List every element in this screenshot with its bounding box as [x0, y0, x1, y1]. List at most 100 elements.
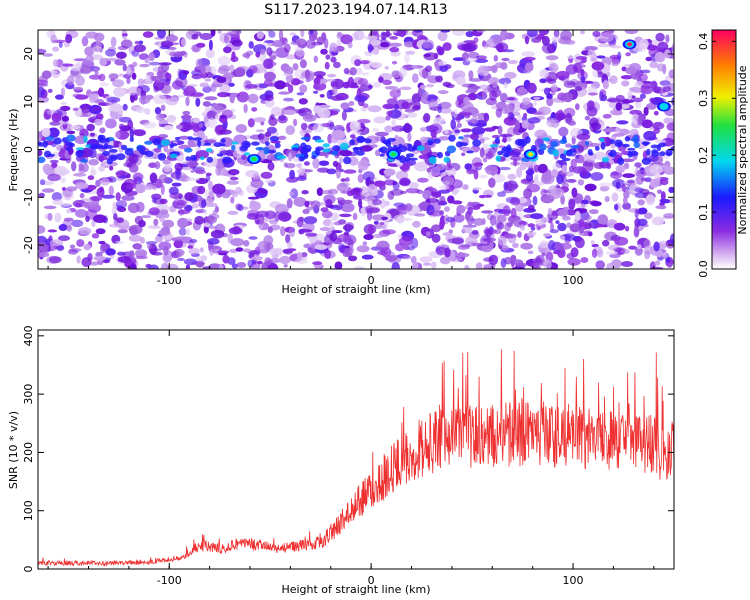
heatmap-cell — [623, 196, 628, 205]
heatmap-cell — [140, 215, 152, 219]
heatmap-cell — [482, 157, 488, 163]
snr-ytick-label: 100 — [22, 500, 35, 521]
heatmap-cell — [429, 210, 444, 217]
heatmap-cell — [655, 205, 666, 210]
heatmap-cell — [638, 207, 648, 215]
heatmap-cell — [622, 173, 635, 179]
heatmap-cell — [669, 198, 674, 204]
heatmap-cell — [400, 190, 407, 194]
heatmap-cell — [455, 76, 466, 86]
heatmap-cell — [652, 121, 665, 130]
heatmap-cell — [584, 183, 597, 192]
heatmap-cell — [493, 55, 498, 62]
heatmap-cell — [615, 181, 621, 190]
heatmap-cell — [372, 199, 382, 206]
heatmap-cell — [540, 188, 547, 197]
heatmap-cell — [98, 165, 105, 172]
heatmap-cell — [577, 70, 588, 81]
heatmap-cell — [110, 36, 117, 48]
heatmap-band-cell — [115, 153, 126, 161]
heatmap-cell — [533, 164, 540, 173]
heatmap-cell — [543, 233, 551, 237]
heatmap-cell — [481, 210, 494, 214]
heatmap-cell — [165, 97, 179, 106]
heatmap-cell — [477, 65, 489, 76]
heatmap-cell — [72, 107, 79, 112]
heatmap-cell — [348, 101, 355, 106]
heatmap-cell — [372, 45, 380, 55]
heatmap-cell — [51, 112, 62, 123]
heatmap-cell — [312, 158, 320, 169]
heatmap-cell — [475, 123, 487, 127]
heatmap-band-cell — [506, 144, 512, 152]
heatmap-cell — [391, 70, 401, 79]
heatmap-cell — [314, 244, 328, 250]
heatmap-cell — [587, 49, 594, 58]
heatmap-cell — [47, 127, 60, 138]
heatmap-cell — [402, 255, 412, 260]
heatmap-cell — [659, 80, 671, 86]
heatmap-cell — [81, 36, 89, 47]
heatmap-cell — [649, 178, 660, 188]
heatmap-cell — [256, 31, 264, 40]
heatmap-band-cell — [472, 139, 481, 147]
heatmap-cell — [385, 255, 398, 262]
heatmap-cell — [270, 106, 282, 117]
heatmap-cell — [290, 188, 299, 199]
heatmap-band-cell — [356, 135, 365, 144]
heatmap-cell — [380, 247, 392, 257]
heatmap-cell — [201, 112, 207, 117]
heatmap-band-cell — [559, 153, 567, 160]
heatmap-cell — [366, 207, 380, 214]
heatmap-cell — [222, 254, 230, 264]
heatmap-cell — [449, 257, 463, 263]
heatmap-cell — [399, 30, 406, 38]
heatmap-cell — [584, 115, 591, 121]
heatmap-cell — [539, 240, 549, 249]
heatmap-cell — [148, 52, 155, 61]
heatmap-cell — [660, 179, 669, 186]
heatmap-cell — [596, 55, 606, 59]
heatmap-cell — [340, 178, 346, 182]
heatmap-cell — [173, 239, 184, 249]
heatmap-cell — [384, 86, 398, 90]
heatmap-cell — [465, 119, 477, 123]
heatmap-cell — [391, 119, 397, 128]
heatmap-cell — [426, 84, 435, 88]
heatmap-cell — [203, 139, 217, 144]
heatmap-cell — [201, 199, 207, 208]
heatmap-cell — [632, 45, 646, 53]
heatmap-cell — [285, 234, 291, 244]
colorbar: 0.0 0.1 0.2 0.3 0.4 Normalized spectral ampl… — [697, 29, 749, 278]
heatmap-cell — [412, 220, 421, 228]
heatmap-cell — [501, 138, 508, 143]
heatmap-cell — [289, 32, 297, 36]
heatmap-cell — [253, 117, 266, 123]
heatmap-cell — [118, 73, 124, 77]
heatmap-cell — [330, 204, 343, 211]
heatmap-cell — [75, 61, 81, 71]
heatmap-cell — [391, 60, 398, 65]
heatmap-cell — [439, 64, 449, 72]
heatmap-cell — [177, 217, 189, 229]
heatmap-cell — [581, 199, 589, 205]
heatmap-cell — [352, 212, 358, 221]
heatmap-cell — [644, 177, 652, 183]
heatmap-band-cell — [514, 138, 525, 146]
heatmap-cell — [184, 85, 196, 97]
heatmap-cell — [461, 43, 476, 53]
heatmap-cell — [516, 91, 524, 97]
heatmap-cell — [49, 239, 64, 247]
heatmap-cell — [580, 30, 585, 35]
heatmap-cell — [230, 56, 239, 63]
heatmap-cell — [139, 63, 150, 68]
heatmap-cell — [589, 117, 599, 128]
heatmap-cell — [488, 177, 496, 188]
heatmap-cell — [643, 106, 649, 116]
heatmap-cell — [577, 203, 588, 209]
snr-xtick-label: -100 — [157, 574, 182, 587]
heatmap-cell — [296, 163, 303, 168]
heatmap-band-cell — [646, 148, 651, 156]
heatmap-cell — [270, 114, 275, 121]
heatmap-cell — [468, 70, 474, 80]
